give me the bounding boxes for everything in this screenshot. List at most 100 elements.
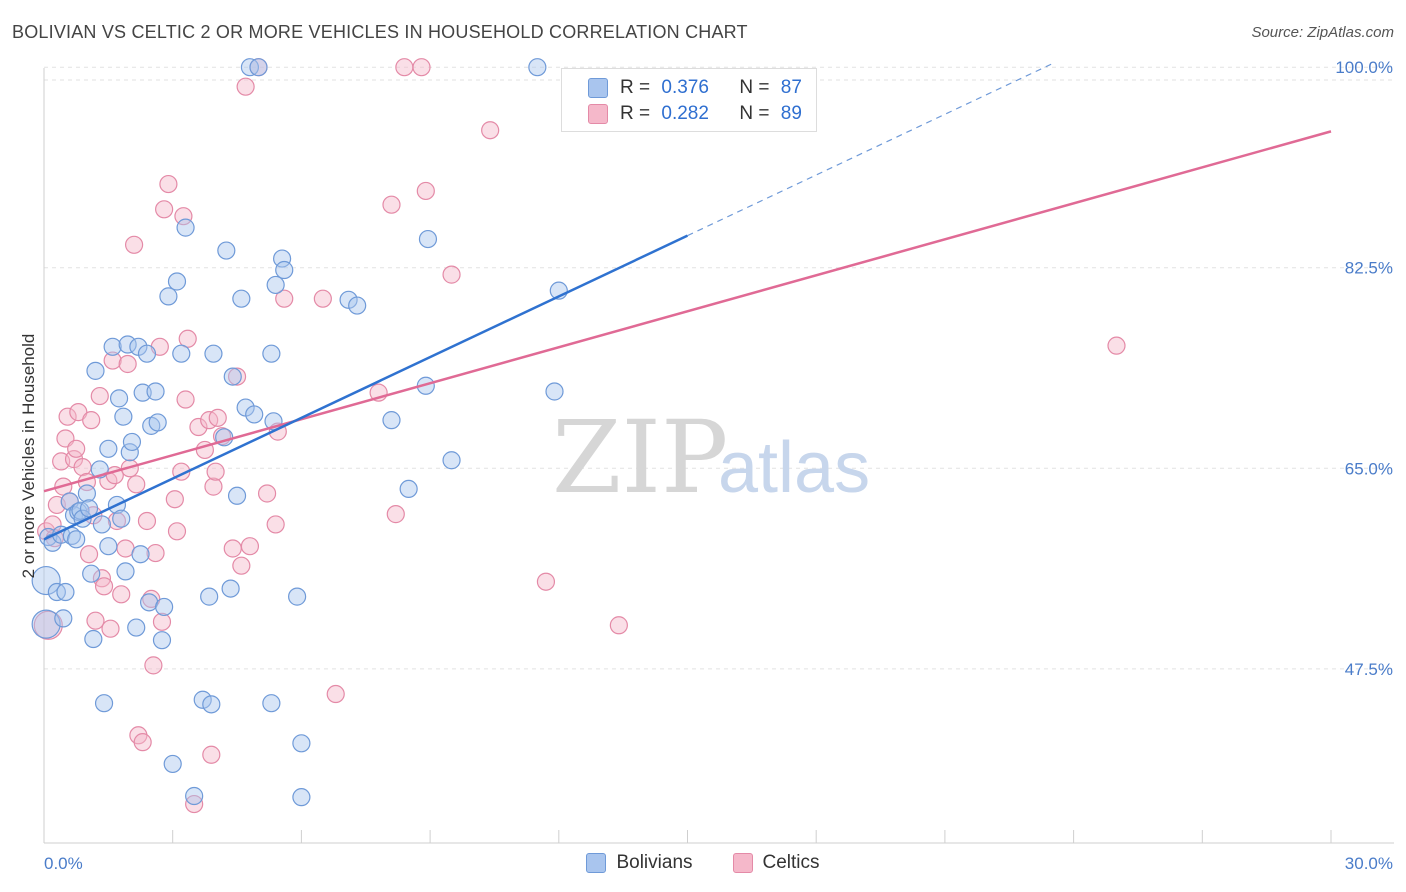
series-legend: Bolivians Celtics — [0, 852, 1406, 874]
bolivians-point — [399, 479, 418, 499]
celtics-point — [58, 407, 77, 426]
bolivians-point — [155, 597, 174, 617]
celtics-point — [1107, 336, 1126, 355]
celtics-point — [412, 58, 431, 77]
bolivians-point — [94, 694, 114, 713]
bolivians-point — [109, 389, 129, 408]
bolivians-point — [528, 58, 547, 77]
celtics-point — [144, 656, 163, 675]
bolivians-point — [348, 296, 367, 315]
grid-lines — [44, 66, 1394, 670]
celtics-point — [137, 511, 157, 531]
bolivians-point — [137, 344, 157, 363]
legend-item-bolivians[interactable]: Bolivians — [586, 852, 693, 874]
bolivians-point — [288, 587, 307, 606]
bolivians-point — [159, 287, 178, 306]
celtics-point — [236, 77, 255, 96]
celtics-point — [232, 556, 251, 575]
celtics-point — [227, 367, 247, 386]
x-tick-label-max: 30.0% — [1345, 854, 1393, 873]
bolivians-point — [148, 413, 167, 432]
bolivians-point — [172, 344, 191, 363]
bolivians-point — [262, 344, 281, 363]
legend-swatch-celtics — [732, 853, 753, 873]
bolivians-point — [275, 260, 294, 280]
celtics-point — [189, 417, 208, 437]
bolivians-point — [272, 249, 292, 268]
bolivians-point — [249, 58, 268, 77]
bolivians-point — [152, 631, 172, 650]
bolivians-point — [67, 530, 86, 549]
bolivians-point — [266, 275, 285, 295]
bolivians-point — [418, 229, 438, 249]
legend-swatch-blue — [588, 78, 608, 98]
bolivians-point — [163, 754, 182, 774]
celtics-point — [73, 458, 92, 477]
bolivians-point — [146, 382, 165, 401]
celtics-point — [609, 616, 628, 635]
celtics-point — [481, 121, 500, 140]
bolivians-point — [202, 695, 221, 714]
bolivians-point — [227, 486, 247, 505]
bolivians-point — [77, 484, 97, 503]
legend-r-label: R = — [620, 77, 656, 98]
legend-n-label: N = — [739, 77, 775, 98]
trend-lines — [43, 63, 1332, 541]
legend-r-celtics: 0.282 — [661, 103, 709, 124]
celtics-point — [257, 484, 277, 503]
bolivians-point — [382, 411, 401, 430]
celtics-point — [395, 58, 414, 77]
bolivians-point — [292, 788, 311, 807]
bolivians-point — [92, 515, 112, 534]
bolivians-trend-extension — [687, 63, 1053, 237]
celtics-point — [313, 289, 332, 308]
celtics-point — [442, 265, 461, 284]
bolivians-point — [99, 537, 118, 556]
celtics-point — [90, 386, 109, 406]
bolivians-point — [140, 593, 159, 612]
legend-item-celtics[interactable]: Celtics — [732, 852, 820, 874]
x-tick-labels: 0.0% 30.0% — [44, 854, 1393, 873]
y-tick-label: 82.5% — [1345, 259, 1393, 278]
celtics-point — [112, 585, 131, 604]
celtics-point — [382, 195, 401, 214]
celtics-point — [133, 733, 152, 752]
y-tick-label: 47.5% — [1345, 660, 1393, 679]
stats-legend: R = 0.376 N = 87 R = 0.282 N = 89 — [561, 68, 817, 132]
chart-title: BOLIVIAN VS CELTIC 2 OR MORE VEHICLES IN… — [12, 22, 748, 42]
bolivians-point — [112, 509, 131, 528]
celtics-point — [124, 235, 144, 254]
watermark-atlas: atlas — [718, 428, 870, 508]
celtics-point — [101, 619, 120, 638]
celtics-point — [386, 505, 405, 524]
celtics-point — [204, 477, 223, 496]
celtics-point — [155, 200, 174, 219]
bolivians-points — [31, 58, 568, 807]
y-tick-label: 100.0% — [1335, 58, 1393, 77]
bolivians-trend-line — [43, 234, 689, 541]
celtics-point — [223, 539, 242, 558]
source-credit: Source: ZipAtlas.com — [1251, 24, 1394, 41]
bolivians-point — [442, 451, 461, 470]
celtics-point — [152, 612, 172, 631]
celtics-point — [146, 543, 165, 563]
bolivians-point — [86, 361, 105, 380]
celtics-point — [240, 537, 260, 556]
legend-row-bolivians: R = 0.376 N = 87 — [588, 76, 802, 100]
bolivians-point — [31, 609, 61, 639]
bolivians-point — [31, 565, 61, 596]
bolivians-point — [131, 545, 150, 564]
bolivians-point — [56, 582, 75, 602]
celtics-point — [79, 545, 99, 564]
legend-label-celtics: Celtics — [762, 852, 820, 873]
legend-n-bolivians: 87 — [780, 77, 802, 98]
bolivians-point — [118, 335, 137, 354]
bolivians-point — [103, 337, 122, 356]
bolivians-point — [84, 629, 103, 649]
bolivians-point — [262, 694, 281, 713]
legend-n-celtics: 89 — [780, 103, 802, 124]
bolivians-point — [185, 786, 204, 806]
legend-swatch-bolivians — [586, 853, 607, 873]
celtics-point — [176, 390, 195, 409]
